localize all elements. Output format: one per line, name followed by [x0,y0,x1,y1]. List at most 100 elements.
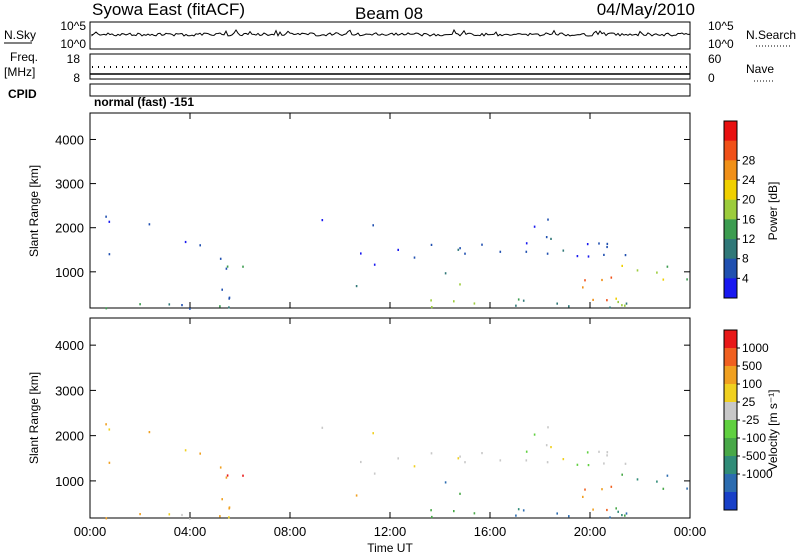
nave-label: Nave [746,62,774,76]
velocity-echo-cell [546,461,549,464]
velocity-echo-cell [219,466,222,469]
power-echo-cell [545,236,548,239]
velocity-echo-cell [360,460,362,464]
power-echo-cell [624,254,627,257]
velocity-echo-cell [545,444,548,447]
velocity-echo-cell [219,515,221,518]
velocity-echo-cell [525,459,528,462]
velocity-echo-cell [481,452,483,455]
power-echo-cell [525,250,528,253]
time-axis-label: Time UT [367,541,413,554]
power-colorbar-label-value: 28 [742,153,756,167]
time-tick-label: 12:00 [374,524,407,539]
velocity-echo-cell [562,458,565,461]
velocity-echo-cell [615,507,617,510]
velocity-ylabel: Slant Range [km] [27,372,41,464]
velocity-ytick-label: 4000 [55,338,84,353]
beam-title: Beam 08 [355,4,423,23]
nsky-tick-bottom: 10^0 [60,37,86,51]
power-cells [105,215,688,310]
power-echo-cell [139,303,141,306]
power-echo-cell [199,244,201,247]
velocity-echo-cell [228,516,230,519]
velocity-echo-cell [355,494,358,497]
power-ytick-label: 1000 [55,265,84,280]
velocity-echo-cell [603,462,605,465]
velocity-echo-cell [373,472,376,475]
power-echo-cell [533,225,536,228]
power-echo-cell [609,306,611,309]
station-title: Syowa East (fitACF) [92,0,245,19]
velocity-echo-cell [609,516,611,519]
power-echo-cell [168,303,171,306]
power-colorbar-segment [724,258,737,279]
power-echo-cell [105,215,107,218]
power-echo-cell [184,240,187,244]
velocity-echo-cell [242,474,244,477]
velocity-colorbar-label-value: 100 [742,377,762,391]
velocity-echo-cell [601,488,603,491]
power-colorbar-label-value: 20 [742,193,756,207]
power-echo-cell [615,297,617,300]
power-echo-cell [242,265,244,268]
power-echo-cell [586,243,589,246]
power-echo-cell [372,224,374,227]
power-echo-cell [592,298,594,301]
velocity-colorbar-label-value: -500 [742,449,766,463]
velocity-echo-cell [499,459,502,462]
power-echo-cell [355,285,358,288]
velocity-cells [105,423,688,520]
velocity-echo-cell [181,513,183,517]
power-echo-cell [686,278,688,281]
velocity-ytick-label: 1000 [55,474,84,489]
velocity-colorbar-label-value: -1000 [742,467,773,481]
velocity-echo-cell [473,512,476,515]
velocity-echo-cell [184,449,187,452]
power-colorbar-segment [724,199,737,220]
time-tick-label: 20:00 [574,524,607,539]
velocity-echo-cell [225,476,228,479]
velocity-echo-cell [533,433,536,436]
velocity-echo-cell [636,478,639,481]
velocity-echo-cell [372,432,374,435]
power-echo-cell [606,299,608,302]
power-echo-cell [636,269,639,272]
power-colorbar-label-value: 24 [742,173,756,187]
velocity-echo-cell [550,446,552,449]
power-colorbar-segment [724,180,737,201]
power-yticks: 1000 2000 3000 4000 [55,132,690,280]
power-echo-cell [525,242,528,245]
velocity-echo-cell [453,510,455,513]
date-title: 04/May/2010 [597,0,695,19]
power-echo-cell [459,247,461,250]
velocity-echo-cell [621,514,623,517]
power-echo-cell [624,304,626,307]
power-echo-cell [373,263,376,266]
power-echo-cell [219,257,222,260]
velocity-echo-cell [459,492,461,495]
velocity-colorbar-segment [724,348,737,367]
power-echo-cell [225,267,228,270]
power-colorbar-segment [724,278,737,299]
velocity-colorbar: 1000 500 100 25 -25 -100 -500 -1000 [723,329,773,511]
power-echo-cell [430,299,432,302]
power-echo-cell [219,305,221,308]
power-echo-cell [584,279,586,282]
velocity-colorbar-segment [724,330,737,349]
power-echo-cell [601,278,603,282]
velocity-echo-cell [444,481,447,484]
velocity-colorbar-segment [724,366,737,385]
velocity-echo-cell [430,509,432,512]
velocity-plot-area [89,317,691,519]
power-echo-cell [457,248,460,251]
power-colorbar-label: Power [dB] [766,182,780,241]
velocity-echo-cell [568,515,570,518]
velocity-echo-cell [610,485,613,488]
power-echo-cell [598,242,600,245]
power-echo-cell [108,253,111,256]
velocity-colorbar-label: Velocity [m s⁻¹] [766,389,780,470]
velocity-echo-cell [168,513,171,516]
power-echo-cell [228,306,230,309]
power-ytick-label: 2000 [55,221,84,236]
velocity-colorbar-label-value: -25 [742,413,760,427]
